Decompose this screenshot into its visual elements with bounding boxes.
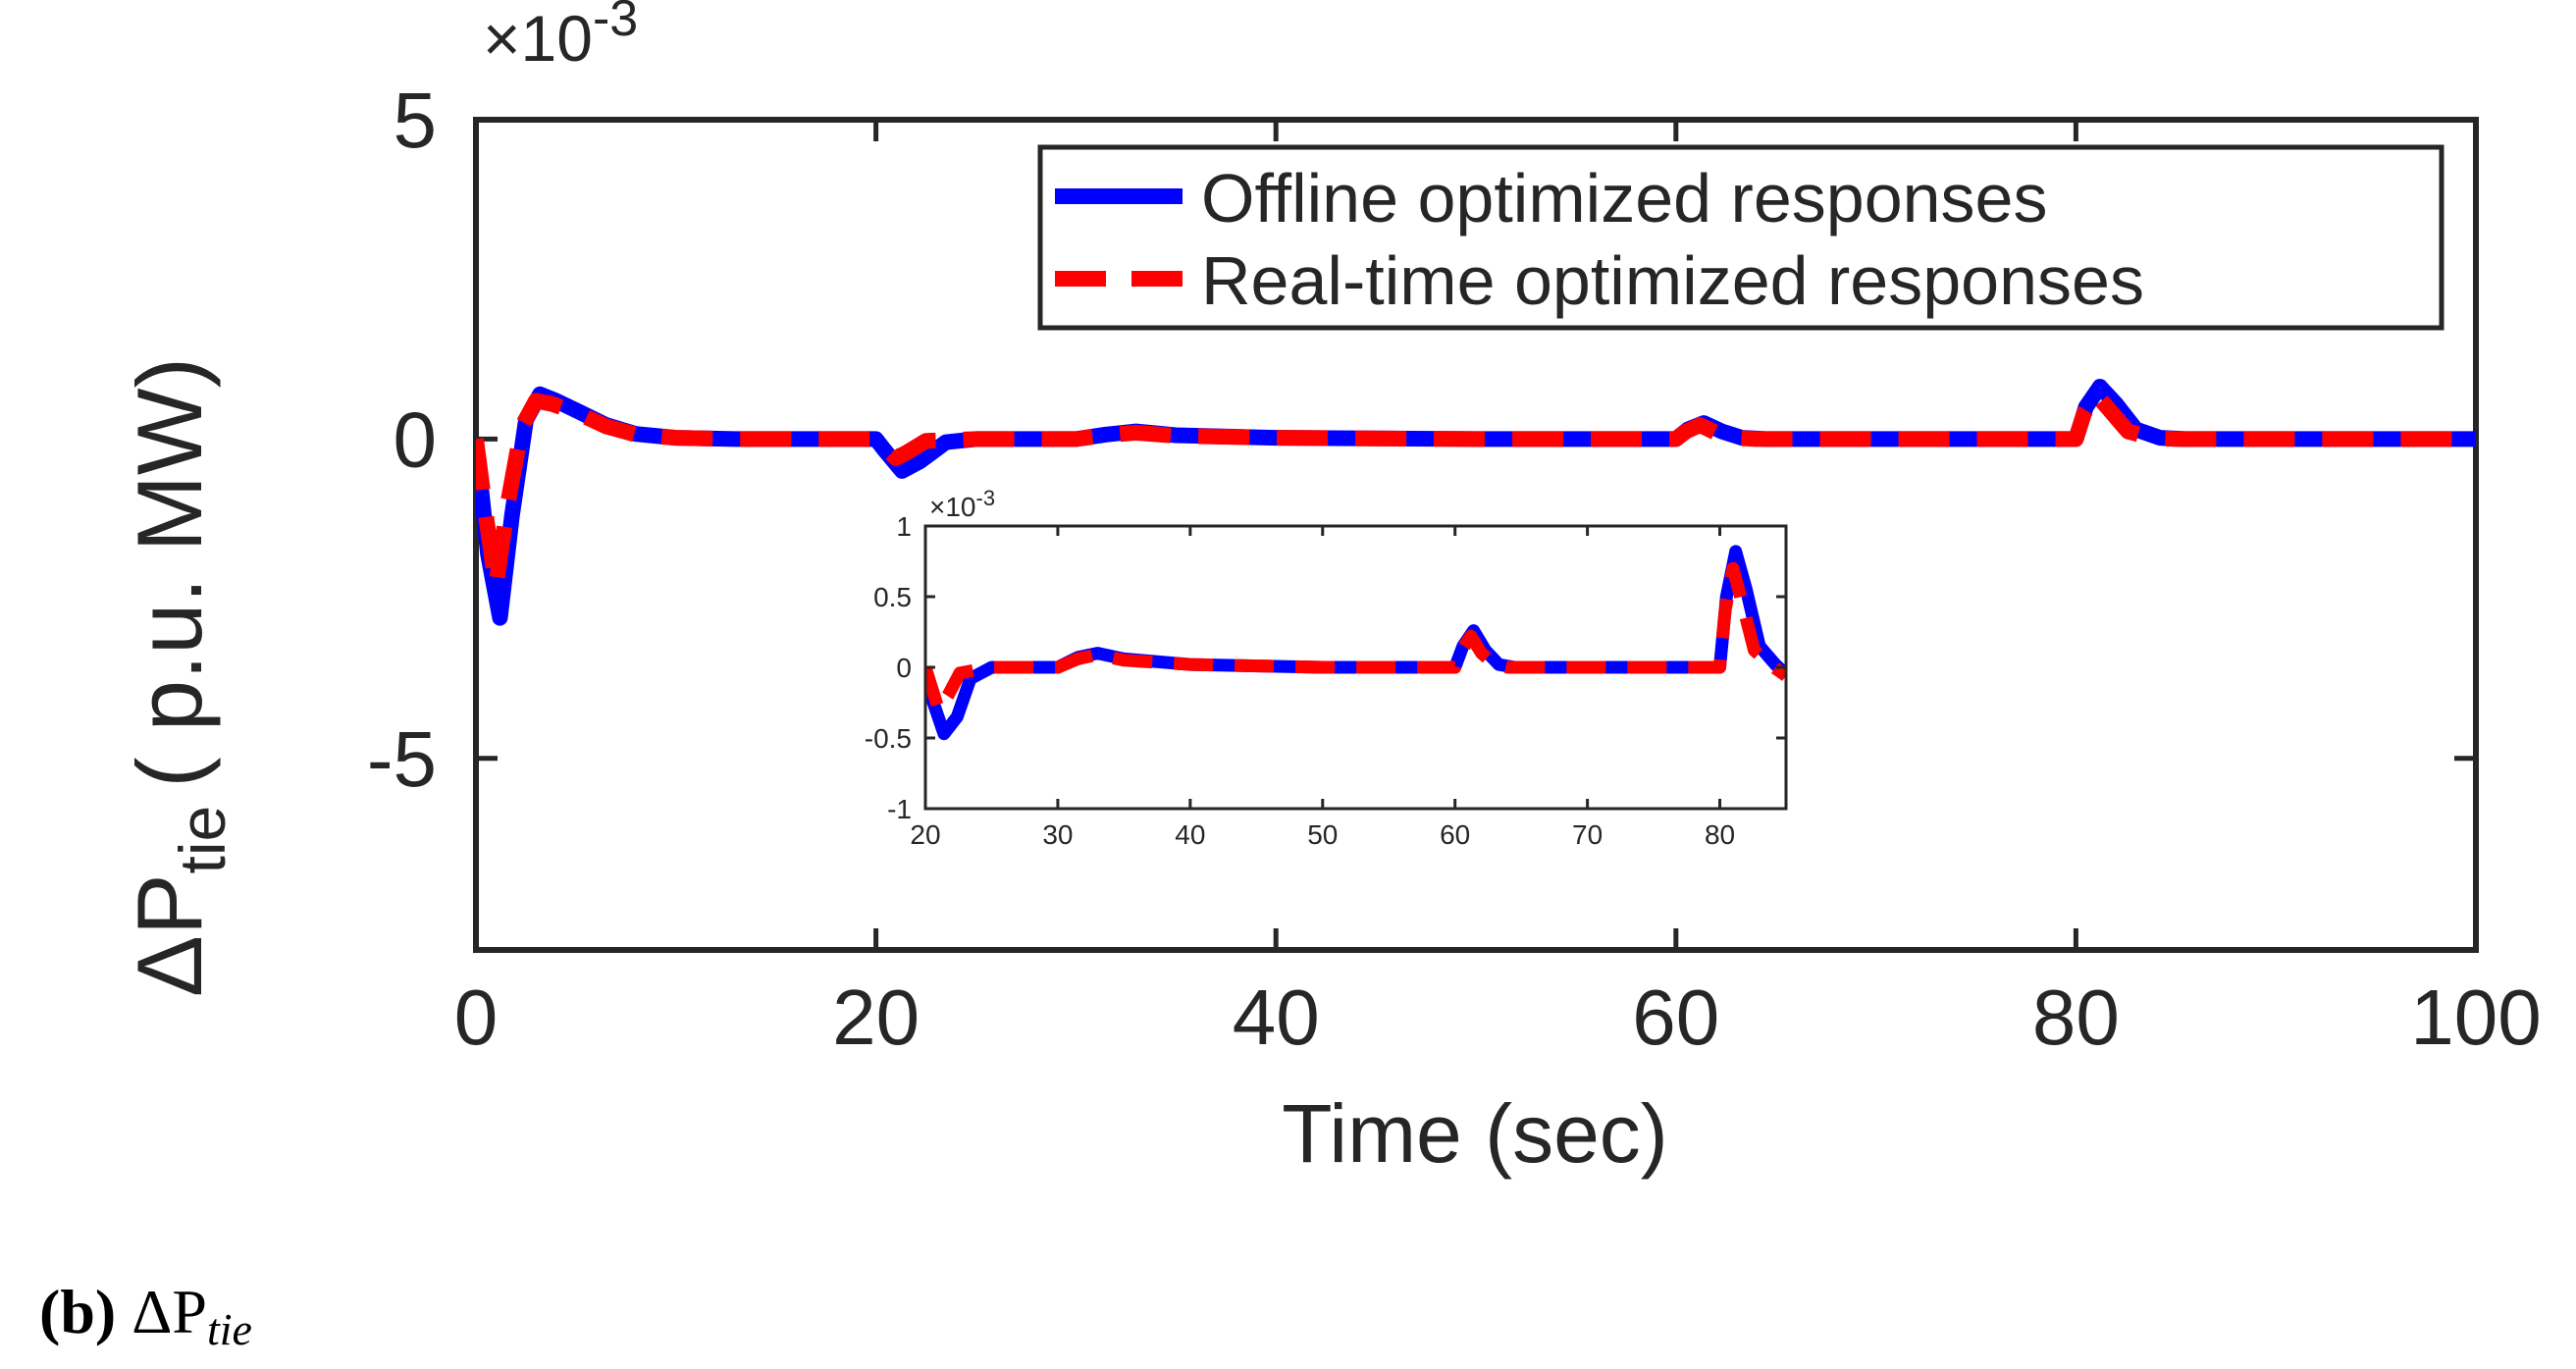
series-line-offline [925, 545, 1786, 741]
caption-label: (b) [39, 1277, 117, 1346]
legend-label-realtime: Real-time optimized responses [1201, 242, 2144, 319]
caption-symbol: ΔP [131, 1277, 207, 1346]
x-tick-label: 40 [1175, 819, 1205, 850]
legend-box [1037, 144, 2445, 331]
main-x-tick-labels: 0 20 40 60 80 100 [454, 974, 2542, 1061]
x-tick-label: 70 [1572, 819, 1603, 850]
y-tick-label: 0 [394, 395, 438, 483]
x-tick-label: 100 [2410, 974, 2541, 1061]
y-tick-label: -1 [887, 794, 912, 824]
main-y-axis-label-text: ΔPtie( p.u. MW) [118, 357, 238, 997]
y-tick-label: 1 [896, 511, 912, 542]
main-y-exponent: ×10-3 [483, 0, 638, 75]
x-tick-label: 20 [910, 819, 940, 850]
main-plot-area [473, 117, 2479, 953]
x-tick-label: 80 [2032, 974, 2120, 1061]
y-tick-label: 0.5 [873, 582, 912, 612]
main-y-axis-label: ΔPtie( p.u. MW) [118, 357, 238, 997]
inset-x-tick-labels: 20 30 40 50 60 70 80 [910, 819, 1735, 850]
main-chart: 0 20 40 60 80 100 50-5 ×10-3 Time (sec) ΔPtie… [118, 0, 2542, 1180]
x-tick-label: 0 [454, 974, 499, 1061]
x-tick-label: 20 [832, 974, 920, 1061]
main-series-group [476, 379, 2476, 626]
x-tick-label: 60 [1440, 819, 1470, 850]
caption-subscript: tie [206, 1304, 252, 1354]
inset-y-exponent: ×10-3 [929, 486, 995, 522]
inset-chart: 20 30 40 50 60 70 80 1 0.5 0 -0.5 -1 ×10-3 [865, 486, 1788, 850]
main-x-axis-label: Time (sec) [1282, 1087, 1668, 1180]
x-tick-label: 40 [1233, 974, 1320, 1061]
main-y-tick-labels: 5 0 -5 [367, 77, 437, 803]
y-tick-label: -5 [367, 715, 437, 803]
x-tick-label: 80 [1705, 819, 1735, 850]
y-tick-label: 0 [896, 653, 912, 683]
legend: Offline optimized responses Real-time op… [1037, 144, 2445, 331]
series-line-realtime [925, 561, 1786, 716]
y-tick-label: 5 [394, 77, 438, 164]
x-tick-label: 60 [1632, 974, 1719, 1061]
y-tick-label: -0.5 [865, 723, 912, 754]
inset-series-group [925, 545, 1786, 741]
inset-axis-ticks [923, 524, 1786, 811]
x-tick-label: 30 [1042, 819, 1073, 850]
figure-caption: (b) ΔPtie [39, 1276, 252, 1355]
x-tick-label: 50 [1307, 819, 1338, 850]
series-line-offline [476, 379, 2476, 626]
legend-label-offline: Offline optimized responses [1201, 160, 2048, 237]
inset-y-tick-labels: 1 0.5 0 -0.5 -1 [865, 511, 912, 824]
